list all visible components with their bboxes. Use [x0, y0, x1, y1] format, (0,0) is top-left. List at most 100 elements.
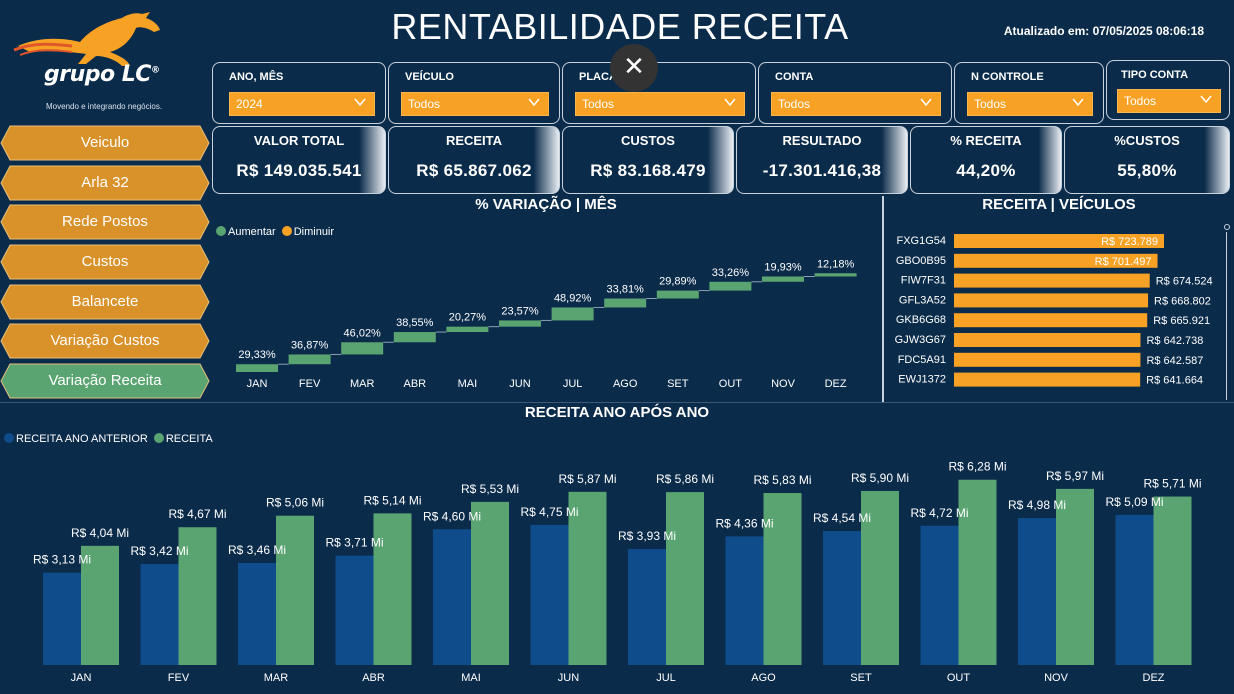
bar-receita-ano-anterior[interactable]	[140, 564, 179, 665]
panel-divider	[882, 196, 884, 402]
bar-receita-ano-anterior[interactable]	[725, 536, 764, 665]
vehicle-bar[interactable]	[954, 333, 1141, 347]
data-label: R$ 5,53 Mi	[461, 482, 519, 496]
ano-mes-dropdown[interactable]: 2024	[229, 92, 375, 116]
bar-receita[interactable]	[178, 527, 217, 665]
conta-dropdown[interactable]: Todos	[771, 92, 941, 116]
data-label: R$ 4,72 Mi	[910, 506, 968, 520]
bar-receita[interactable]	[861, 490, 899, 665]
bar-receita[interactable]	[568, 491, 607, 665]
vehicle-bar[interactable]	[954, 372, 1141, 387]
placa-dropdown[interactable]: Todos	[575, 92, 745, 116]
filter-label: PLACA	[579, 71, 617, 83]
bar-receita-ano-anterior[interactable]	[628, 549, 666, 665]
waterfall-bar[interactable]	[551, 307, 594, 321]
bar-receita-ano-anterior[interactable]	[43, 572, 81, 665]
data-label: 33,81%	[607, 284, 645, 296]
vehicle-bar[interactable]	[954, 352, 1141, 367]
dropdown-value: 2024	[236, 97, 263, 111]
nav-item-arla-32[interactable]: Arla 32	[0, 165, 210, 201]
x-tick-label: MAI	[461, 672, 481, 684]
y-tick-label: GBO0B95	[896, 255, 946, 267]
chevron-down-icon	[920, 98, 932, 107]
bar-receita-ano-anterior[interactable]	[1115, 514, 1154, 665]
nav-item-variação-custos[interactable]: Variação Custos	[0, 323, 210, 359]
legend-item-aumentar[interactable]: Aumentar	[216, 226, 276, 238]
receita-veiculos-panel: RECEITA | VEÍCULOS FXG1G54 R$ 723.789 GBO0…	[884, 196, 1234, 402]
legend-item-diminuir[interactable]: Diminuir	[281, 226, 334, 238]
bar-receita[interactable]	[471, 501, 509, 665]
data-label: R$ 665.921	[1153, 315, 1210, 327]
data-label: R$ 5,06 Mi	[266, 496, 324, 510]
bar-receita-ano-anterior[interactable]	[433, 529, 471, 665]
vehicle-bar[interactable]	[954, 234, 1164, 248]
bar-receita-ano-anterior[interactable]	[238, 562, 276, 665]
waterfall-bar[interactable]	[393, 332, 436, 343]
bar-receita-ano-anterior[interactable]	[1018, 518, 1056, 665]
nav-item-rede-postos[interactable]: Rede Postos	[0, 204, 210, 240]
kpi-label: % RECEITA	[950, 133, 1022, 148]
waterfall-bar[interactable]	[814, 273, 857, 277]
chart-title: % VARIAÇÃO | MÊS	[475, 196, 617, 213]
data-label: R$ 6,28 Mi	[948, 460, 1006, 474]
waterfall-bar[interactable]	[236, 364, 278, 372]
bar-receita[interactable]	[1153, 496, 1192, 665]
y-tick-label: FDC5A91	[898, 354, 946, 366]
bar-receita-ano-anterior[interactable]	[920, 525, 959, 665]
nav-item-balancete[interactable]: Balancete	[0, 284, 210, 320]
close-button[interactable]: ✕	[610, 44, 658, 92]
bar-receita[interactable]	[666, 492, 704, 665]
filter-label: TIPO CONTA	[1121, 69, 1189, 81]
x-tick-label: JUN	[509, 378, 530, 390]
bar-receita[interactable]	[1056, 488, 1094, 665]
legend-item-receita-ano-anterior[interactable]: RECEITA ANO ANTERIOR	[4, 433, 148, 445]
nav-item-label: Custos	[81, 253, 129, 270]
bar-receita[interactable]	[276, 515, 314, 665]
nav-item-label: Veiculo	[80, 134, 130, 151]
bar-receita-ano-anterior[interactable]	[530, 524, 569, 665]
bar-receita-ano-anterior[interactable]	[823, 531, 861, 665]
waterfall-bar[interactable]	[709, 281, 752, 291]
x-tick-label: AGO	[751, 672, 776, 684]
nav-item-custos[interactable]: Custos	[0, 244, 210, 280]
dropdown-value: Todos	[1124, 94, 1157, 108]
vehicle-bar[interactable]	[954, 253, 1158, 268]
y-tick-label: FXG1G54	[896, 235, 946, 247]
waterfall-bar[interactable]	[656, 290, 699, 299]
vehicle-bar[interactable]	[954, 273, 1150, 288]
vehicle-bar[interactable]	[954, 313, 1148, 328]
x-tick-label: JAN	[71, 672, 92, 684]
vehicle-bar[interactable]	[954, 293, 1149, 308]
bar-receita[interactable]	[373, 513, 412, 665]
bar-receita[interactable]	[81, 545, 119, 665]
chart-title: RECEITA ANO APÓS ANO	[524, 404, 710, 421]
legend-dot	[4, 433, 14, 443]
scrollbar-thumb[interactable]	[1224, 224, 1230, 230]
nav-item-variação-receita[interactable]: Variação Receita	[0, 363, 210, 399]
logo-wordmark: grupo LC®	[44, 62, 160, 87]
tipo-conta-dropdown[interactable]: Todos	[1117, 89, 1221, 113]
filter-label: N CONTROLE	[971, 71, 1044, 83]
data-label: R$ 3,93 Mi	[618, 529, 676, 543]
n-controle-dropdown[interactable]: Todos	[967, 92, 1093, 116]
chart-legend: RECEITA ANO ANTERIOR RECEITA	[4, 433, 213, 445]
waterfall-bar[interactable]	[288, 354, 331, 365]
data-label: R$ 642.587	[1146, 355, 1203, 367]
bar-receita-ano-anterior[interactable]	[335, 555, 374, 665]
nav-item-veiculo[interactable]: Veiculo	[0, 125, 210, 161]
scrollbar[interactable]	[1224, 224, 1230, 400]
x-tick-label: NOV	[771, 378, 796, 390]
waterfall-bar[interactable]	[446, 326, 489, 333]
filter-conta: CONTA Todos	[758, 62, 952, 124]
legend-item-receita[interactable]: RECEITA	[153, 433, 213, 445]
bar-receita[interactable]	[958, 479, 997, 665]
bar-receita[interactable]	[763, 493, 802, 665]
waterfall-bar[interactable]	[341, 342, 384, 355]
kpi-card-receita: RECEITA R$ 65.867.062	[388, 126, 560, 194]
kpi-label: VALOR TOTAL	[253, 133, 345, 148]
waterfall-bar[interactable]	[499, 320, 541, 327]
waterfall-bar[interactable]	[762, 276, 804, 282]
x-tick-label: DEZ	[1143, 672, 1165, 684]
waterfall-bar[interactable]	[604, 298, 647, 308]
veiculo-dropdown[interactable]: Todos	[401, 92, 549, 116]
